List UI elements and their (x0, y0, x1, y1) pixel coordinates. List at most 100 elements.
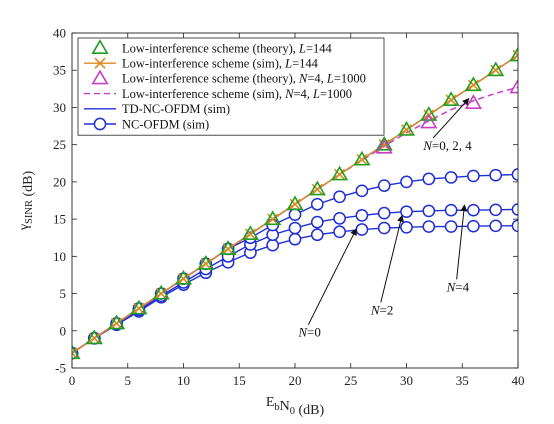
y-tick-label: 35 (53, 63, 66, 78)
data-point (130, 299, 148, 315)
y-tick-label: 15 (53, 212, 66, 227)
legend-label: Low-interference scheme (theory), L=144 (122, 41, 333, 55)
series-low-interference-scheme-sim-n-4-l-1000 (72, 86, 518, 354)
annotation-label: N=2 (370, 302, 394, 317)
series-line (72, 86, 518, 354)
legend-label: Low-interference scheme (sim), N=4, L=10… (122, 87, 352, 101)
data-point (375, 135, 393, 151)
data-point (511, 219, 518, 233)
annotation: N=4 (446, 204, 470, 294)
data-point (111, 317, 123, 329)
data-point (72, 347, 78, 359)
data-point (177, 273, 190, 285)
x-tick-label: 30 (400, 373, 413, 388)
data-point (444, 171, 458, 184)
data-point (310, 228, 324, 242)
data-point (490, 64, 502, 76)
annotations: N=0, 2, 4 N=4 N=2 N=0 (297, 97, 472, 340)
data-point (400, 220, 413, 234)
series-line (72, 173, 518, 354)
x-tick-label: 15 (233, 373, 246, 388)
data-point (288, 208, 302, 221)
data-point (489, 219, 503, 233)
y-tick-label: 10 (53, 249, 66, 264)
data-point (311, 183, 323, 195)
data-point (241, 225, 259, 240)
legend-swatch-marker (91, 69, 109, 85)
legend-swatch-marker (94, 57, 106, 69)
data-point (400, 124, 413, 136)
x-tick-label: 5 (125, 373, 132, 388)
y-tick-label: 40 (53, 26, 66, 41)
data-point (464, 94, 482, 109)
annotation-label: N=4 (446, 279, 470, 294)
data-point (420, 113, 438, 129)
data-point (88, 332, 100, 344)
data-point (444, 220, 458, 233)
x-tick-label: 20 (289, 373, 302, 388)
x-tick-label: 10 (177, 373, 190, 388)
data-point (266, 238, 280, 252)
legend-swatch-marker (93, 117, 107, 131)
series-low-interference-scheme-theory-n-4-l-1000 (375, 78, 518, 154)
legend-entry: Low-interference scheme (sim), L=144 (84, 57, 319, 71)
y-tick-label: 30 (53, 100, 66, 115)
data-point (467, 169, 480, 183)
x-axis-label: EbN0 (dB) (266, 395, 325, 418)
data-point (355, 184, 369, 198)
annotation-arrow (456, 204, 468, 280)
annotation-arrow (380, 214, 404, 303)
legend-label: NC-OFDM (sim) (122, 117, 209, 131)
legend-entry: TD-NC-OFDM (sim) (84, 102, 230, 116)
data-point (489, 203, 503, 217)
data-point (511, 203, 518, 216)
data-point (85, 329, 103, 345)
x-tick-label: 0 (69, 373, 76, 388)
annotation-label: N=0, 2, 4 (422, 138, 472, 153)
annotation-label: N=0 (297, 325, 321, 340)
data-point (334, 168, 346, 181)
data-point (464, 76, 482, 92)
legend-entry: Low-interference scheme (theory), N=4, L… (91, 69, 366, 86)
data-point (467, 219, 480, 233)
legend-label: TD-NC-OFDM (sim) (122, 102, 230, 116)
data-point (509, 78, 518, 94)
data-point (289, 198, 301, 210)
y-tick-label: 5 (60, 286, 67, 301)
data-point (308, 180, 326, 196)
data-point (400, 175, 413, 189)
series-low-interference-scheme-theory-l-144 (72, 46, 518, 360)
data-point (445, 94, 457, 106)
plot-area (72, 46, 518, 360)
data-point (286, 195, 304, 211)
data-point (333, 212, 346, 225)
data-point (333, 190, 346, 204)
data-point (377, 179, 391, 192)
data-point (420, 106, 438, 121)
data-point (200, 258, 212, 270)
data-point (133, 302, 145, 315)
x-tick-label: 40 (512, 373, 525, 388)
data-point (222, 243, 234, 255)
data-point (356, 153, 368, 166)
data-point (197, 254, 215, 270)
y-tick-label: 25 (53, 137, 66, 152)
data-point (288, 232, 302, 246)
legend-swatch-marker (91, 39, 109, 54)
y-tick-label: 0 (60, 323, 67, 338)
legend-entry: Low-interference scheme (theory), L=144 (91, 39, 333, 55)
annotation-arrow (432, 97, 470, 139)
annotation: N=0 (297, 228, 357, 340)
data-point (355, 223, 369, 236)
data-point (333, 225, 346, 239)
data-point (152, 284, 170, 300)
data-point (288, 221, 302, 235)
data-point (375, 138, 393, 154)
x-tick-label: 25 (344, 373, 357, 388)
data-point (377, 206, 391, 220)
y-tick-label: -5 (55, 361, 66, 376)
data-point (331, 165, 349, 181)
legend-label: Low-interference scheme (sim), L=144 (122, 57, 319, 71)
data-point (467, 203, 480, 217)
data-point (509, 46, 518, 62)
